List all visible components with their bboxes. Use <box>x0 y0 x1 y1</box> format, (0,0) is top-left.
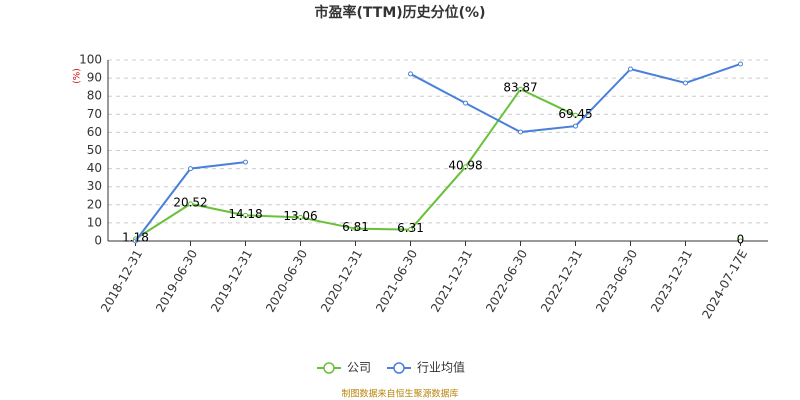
data-point <box>738 238 743 244</box>
data-label: 20.52 <box>173 195 207 209</box>
data-point <box>243 212 248 218</box>
data-point <box>738 61 743 67</box>
y-tick-label: 10 <box>87 215 102 229</box>
x-tick-label: 2020-12-31 <box>318 247 365 314</box>
data-label: 0 <box>737 233 745 247</box>
data-point <box>188 166 193 172</box>
data-point <box>628 66 633 72</box>
y-tick-label: 70 <box>87 107 102 121</box>
chart-title: 市盈率(TTM)历史分位(%) <box>315 4 486 21</box>
y-axis-label: (%) <box>73 68 83 84</box>
x-tick-label: 2021-06-30 <box>373 247 420 314</box>
y-tick-label: 40 <box>87 161 102 175</box>
data-point <box>518 129 523 135</box>
legend-label: 行业均值 <box>417 360 465 375</box>
data-label: 1.18 <box>122 230 149 244</box>
source-note: 制图数据来自恒生聚源数据库 <box>341 388 458 400</box>
data-point <box>408 71 413 77</box>
y-tick-label: 20 <box>87 197 102 211</box>
data-point <box>408 227 413 233</box>
legend-label: 公司 <box>347 361 371 375</box>
x-tick-label: 2022-12-31 <box>538 247 585 314</box>
x-tick-label: 2021-12-31 <box>428 247 475 314</box>
y-tick-label: 100 <box>79 53 102 67</box>
legend-marker <box>393 362 405 374</box>
y-tick-label: 90 <box>87 71 102 85</box>
y-tick-label: 0 <box>94 234 102 248</box>
data-point <box>573 123 578 129</box>
data-point <box>298 214 303 220</box>
data-point <box>518 86 523 92</box>
x-tick-label: 2018-12-31 <box>98 247 145 314</box>
x-tick-label: 2020-06-30 <box>263 247 310 314</box>
data-point <box>463 164 468 170</box>
legend-marker <box>323 362 335 374</box>
data-label: 14.18 <box>228 207 262 221</box>
data-label: 40.98 <box>448 158 482 172</box>
data-point <box>463 100 468 106</box>
x-tick-label: 2019-06-30 <box>153 247 200 314</box>
x-tick-label: 2024-07-17E <box>699 247 750 321</box>
data-point <box>243 159 248 165</box>
data-label: 6.81 <box>342 220 369 234</box>
data-point <box>188 201 193 207</box>
data-label: 13.06 <box>283 209 317 223</box>
data-label: 6.31 <box>397 221 424 235</box>
y-tick-label: 60 <box>87 125 102 139</box>
data-point <box>353 226 358 232</box>
y-tick-label: 80 <box>87 89 102 103</box>
data-point <box>573 112 578 118</box>
data-point <box>683 80 688 86</box>
series-line <box>134 63 741 242</box>
data-label: 83.87 <box>503 81 537 95</box>
x-tick-label: 2019-12-31 <box>208 247 255 314</box>
x-tick-label: 2023-06-30 <box>593 247 640 314</box>
data-point <box>133 238 138 244</box>
data-label: 69.45 <box>558 107 592 121</box>
x-tick-label: 2023-12-31 <box>648 247 695 314</box>
y-tick-label: 50 <box>87 143 102 157</box>
x-tick-label: 2022-06-30 <box>483 247 530 314</box>
y-tick-label: 30 <box>87 179 102 193</box>
